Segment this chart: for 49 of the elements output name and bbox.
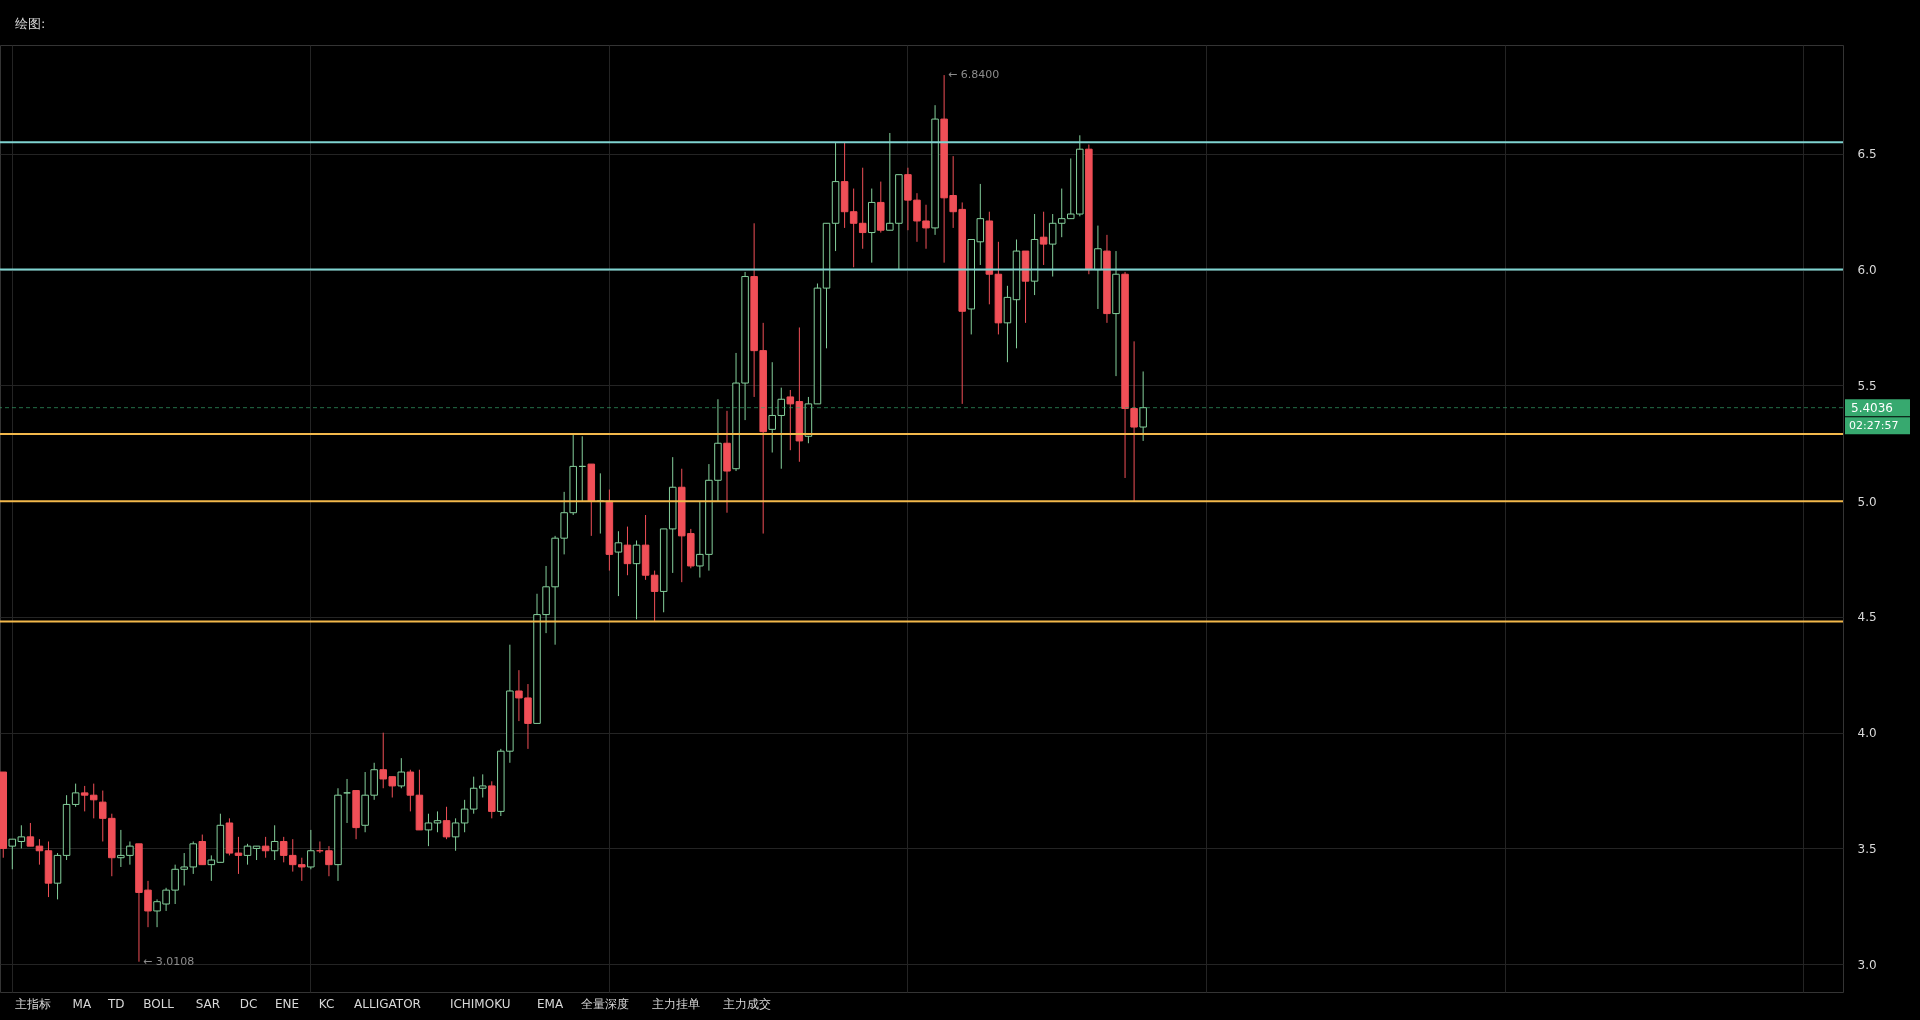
text: BOLL	[143, 997, 175, 1011]
y-tick-label: 5.5	[1857, 378, 1877, 393]
text: MA	[72, 997, 92, 1011]
y-tick-label: 3.0	[1857, 957, 1877, 972]
ref-line-label: 5.4036	[1851, 400, 1893, 415]
candlestick	[397, 757, 406, 789]
candlestick	[614, 530, 623, 597]
y-tick-label: 6.5	[1857, 147, 1877, 162]
candlestick	[270, 824, 279, 861]
candlestick	[1094, 225, 1102, 310]
text: ENE	[274, 997, 300, 1011]
text: 绘图:	[15, 16, 46, 31]
candlestick	[1039, 211, 1048, 266]
annotation: ← 6.8400	[948, 68, 1000, 82]
text: SAR	[195, 997, 221, 1011]
y-tick-label: 6.0	[1857, 263, 1877, 278]
y-tick-label: 3.5	[1857, 841, 1877, 856]
text: ALLIGATOR	[354, 997, 421, 1011]
candlestick	[243, 843, 252, 866]
text: TD	[106, 997, 125, 1011]
text: DC	[239, 997, 258, 1011]
y-tick-label: 4.5	[1857, 610, 1877, 625]
text: 主指标	[15, 997, 51, 1011]
candlestick	[234, 836, 243, 875]
candlestick	[433, 810, 442, 833]
text: 主力成交	[722, 997, 771, 1011]
candlestick	[442, 806, 451, 840]
candlestick	[325, 845, 333, 877]
candlestick	[623, 526, 632, 576]
candlestick	[35, 838, 44, 866]
y-tick-label: 4.0	[1857, 726, 1877, 741]
text: 主力挂单	[651, 997, 700, 1011]
candlestick	[307, 829, 315, 870]
y-tick-label: 5.0	[1857, 494, 1877, 509]
text: ICHIMOKU	[449, 997, 511, 1011]
text: EMA	[537, 997, 564, 1011]
candlestick	[198, 834, 207, 866]
candlestick	[261, 836, 270, 859]
annotation: ← 3.0108	[142, 954, 195, 968]
text: KC	[318, 997, 335, 1011]
text: 02:27:57	[1849, 418, 1899, 432]
candlestick	[71, 783, 80, 808]
candlestick	[26, 822, 35, 847]
candlestick	[343, 778, 351, 824]
text: 全量深度	[580, 997, 629, 1011]
candlestick	[632, 540, 641, 620]
candlestick	[650, 570, 659, 623]
candlestick	[1139, 370, 1147, 442]
candlestick	[424, 813, 433, 847]
